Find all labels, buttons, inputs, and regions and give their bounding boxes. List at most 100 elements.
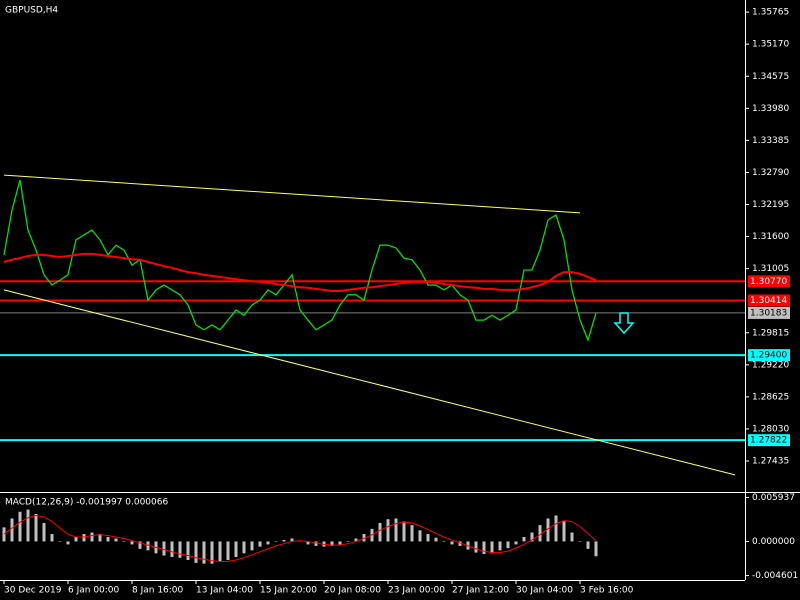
level-label-box	[748, 275, 790, 288]
histogram-bar	[594, 541, 598, 557]
y-tick-label: 1.35765	[752, 8, 789, 18]
histogram-bar	[546, 518, 550, 542]
histogram-bar	[10, 518, 14, 542]
histogram-bar	[570, 532, 574, 542]
histogram-bar	[234, 541, 238, 558]
x-tick-label: 8 Jan 16:00	[132, 586, 184, 596]
histogram-bar	[34, 514, 38, 542]
histogram-bar	[138, 541, 142, 549]
histogram-bar	[26, 509, 30, 542]
level-label: 1.30183	[750, 308, 787, 318]
y-tick-label: 1.32790	[752, 168, 789, 178]
arrow-shape	[613, 312, 635, 335]
x-tick-label: 23 Jan 00:00	[388, 586, 445, 596]
histogram-bar	[482, 541, 486, 555]
histogram-bar	[562, 521, 566, 542]
y-tick-label: 1.33385	[752, 136, 789, 146]
y-tick-label: -0.004601	[752, 571, 798, 581]
histogram-bar	[394, 518, 398, 542]
down-arrow-icon	[613, 312, 635, 335]
x-tick-label: 27 Jan 12:00	[452, 586, 509, 596]
histogram-bar	[506, 541, 510, 549]
level-label: 1.30770	[750, 277, 787, 287]
x-tick-label: 3 Feb 16:00	[580, 586, 634, 596]
y-tick-label: 0.005937	[752, 493, 795, 503]
histogram-bar	[50, 534, 54, 542]
histogram-bar	[514, 541, 518, 545]
level-label: 1.29400	[750, 351, 787, 361]
histogram-bar	[274, 541, 278, 542]
x-tick-label: 30 Dec 2019	[4, 586, 62, 596]
histogram-bar	[186, 541, 190, 560]
histogram-bar	[354, 538, 358, 542]
histogram-bar	[122, 541, 126, 542]
histogram-bar	[538, 525, 542, 542]
histogram-bar	[442, 541, 446, 542]
histogram-bar	[74, 537, 78, 542]
histogram-bar	[146, 541, 150, 551]
histogram-bar	[458, 541, 462, 546]
y-tick-label: 1.35170	[752, 40, 789, 50]
histogram-bar	[266, 541, 270, 545]
histogram-bar	[258, 541, 262, 547]
x-tick-label: 15 Jan 20:00	[260, 586, 317, 596]
level-label-box	[748, 434, 790, 447]
trend-line	[3, 289, 736, 476]
x-tick-label: 20 Jan 08:00	[324, 586, 381, 596]
histogram-bar	[578, 541, 582, 542]
indicator-title: MACD(12,26,9) -0.001997 0.000066	[5, 498, 168, 508]
histogram-bar	[530, 532, 534, 542]
y-tick-label: 0.000000	[752, 537, 795, 547]
y-tick-label: 1.29815	[752, 328, 789, 338]
moving-average-line	[3, 252, 597, 292]
histogram-bar	[586, 541, 590, 549]
histogram-bar	[346, 541, 350, 542]
histogram-bar	[242, 541, 246, 554]
level-label-box	[748, 294, 790, 307]
histogram-bar	[410, 525, 414, 542]
x-tick-label: 13 Jan 04:00	[196, 586, 253, 596]
histogram-bar	[82, 534, 86, 542]
histogram-bar	[450, 541, 454, 545]
y-tick-label: 1.28625	[752, 392, 789, 402]
level-label-box	[748, 349, 790, 362]
histogram-bar	[386, 519, 390, 542]
histogram-bar	[178, 541, 182, 558]
level-label-box	[748, 306, 790, 319]
y-tick-label: 1.27435	[752, 457, 789, 467]
histogram-bar	[130, 541, 134, 545]
y-tick-label: 1.33980	[752, 104, 789, 114]
histogram-bar	[2, 527, 6, 542]
histogram-bar	[58, 541, 62, 542]
histogram-bar	[306, 541, 310, 545]
y-tick-label: 1.32195	[752, 200, 789, 210]
y-tick-label: 1.34575	[752, 72, 789, 82]
histogram-bar	[162, 541, 166, 556]
price-line	[3, 179, 597, 343]
histogram-bar	[498, 541, 502, 551]
histogram-bar	[66, 541, 70, 545]
level-label: 1.30414	[750, 296, 787, 306]
histogram-bar	[554, 515, 558, 542]
histogram-bar	[426, 534, 430, 542]
histogram-bar	[114, 538, 118, 542]
x-tick-label: 30 Jan 04:00	[516, 586, 573, 596]
histogram-bar	[378, 522, 382, 542]
histogram-bar	[170, 541, 174, 558]
histogram-bar	[282, 539, 286, 542]
histogram-bar	[402, 521, 406, 542]
histogram-bar	[290, 538, 294, 542]
histogram-bar	[338, 541, 342, 545]
histogram-bar	[98, 534, 102, 542]
histogram-bar	[490, 541, 494, 554]
histogram-bar	[330, 541, 334, 546]
histogram-bar	[210, 541, 214, 564]
chart-title: GBPUSD,H4	[5, 6, 58, 16]
histogram-bar	[418, 530, 422, 542]
histogram-bar	[194, 541, 198, 563]
y-tick-label: 1.31005	[752, 264, 789, 274]
histogram-bar	[434, 537, 438, 542]
histogram-bar	[474, 541, 478, 553]
